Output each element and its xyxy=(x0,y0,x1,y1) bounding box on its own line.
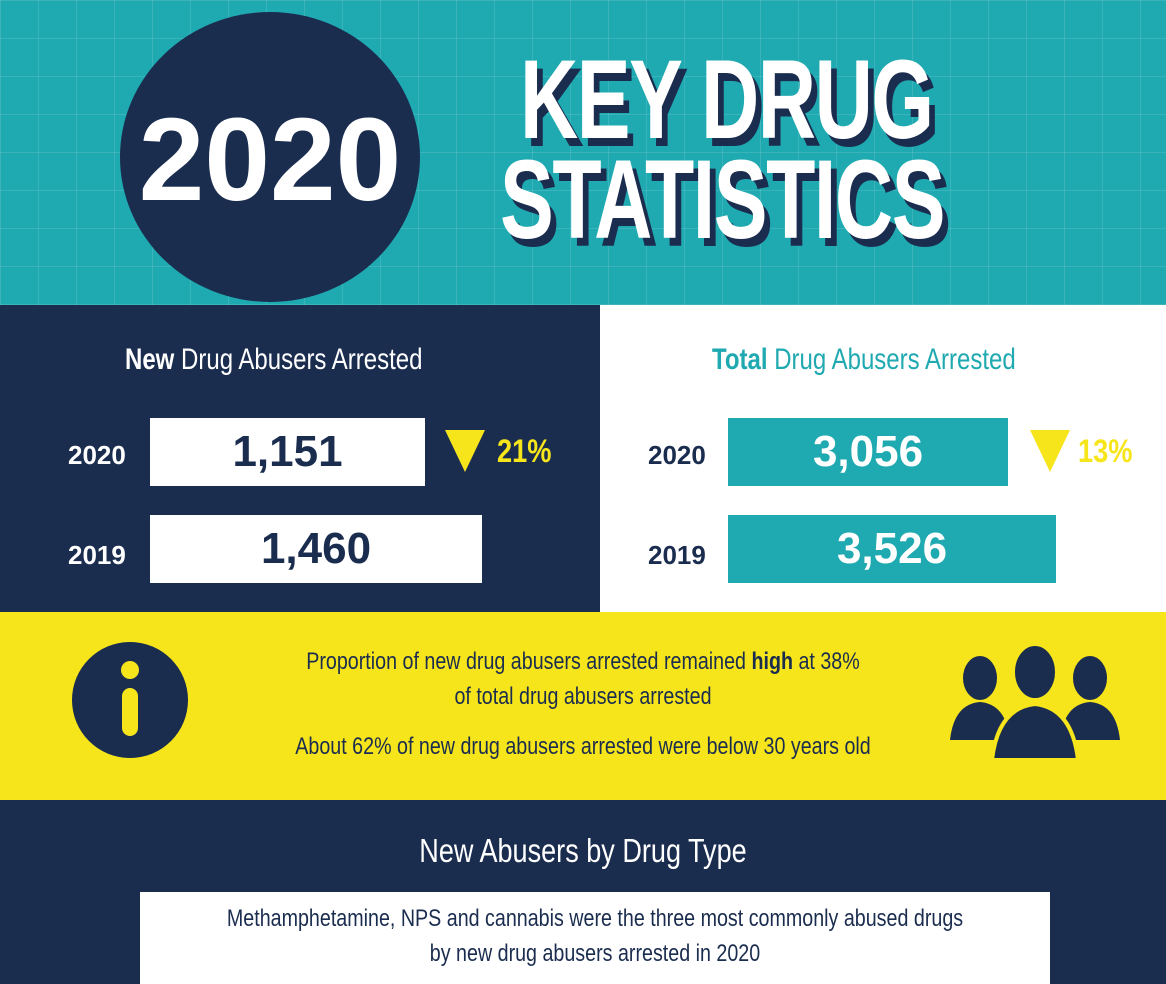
change: 21% xyxy=(497,433,552,469)
title-bold: Total xyxy=(712,343,768,376)
down-arrow xyxy=(1030,430,1070,472)
year-label: 2020 xyxy=(648,440,706,470)
value-bar: 3,056 xyxy=(728,418,1008,486)
title-bold: New xyxy=(125,343,175,376)
info-bold: high xyxy=(751,648,794,675)
note-text: Methamphetamine, NPS and cannabis were t… xyxy=(226,905,964,932)
change: 13% xyxy=(1078,433,1133,469)
year-label: 2019 xyxy=(648,540,706,570)
year-label: 2020 xyxy=(68,440,126,470)
section-title: New Abusers by Drug Type xyxy=(419,832,747,869)
note-box xyxy=(140,892,1050,984)
people-icon xyxy=(950,642,1120,760)
info-text: at 38% xyxy=(798,648,860,675)
header-title: STATISTICS xyxy=(500,137,945,262)
title-text: Drug Abusers Arrested xyxy=(181,343,423,376)
down-arrow xyxy=(445,430,485,472)
section-title: New Drug Abusers Arrested xyxy=(125,343,422,377)
year-label: 2019 xyxy=(68,540,126,570)
year-circle xyxy=(120,12,420,302)
value-bar: 3,526 xyxy=(728,515,1056,583)
header-year: 2020 xyxy=(138,94,402,226)
info-icon xyxy=(72,642,188,758)
value-bar: 1,151 xyxy=(150,418,425,486)
info-text: Proportion of new drug abusers arrested … xyxy=(255,648,911,676)
value-bar: 1,460 xyxy=(150,515,482,583)
title-text: Drug Abusers Arrested xyxy=(774,343,1016,376)
section-title: Total Drug Abusers Arrested xyxy=(712,343,1016,377)
info-text: of total drug abusers arrested xyxy=(454,683,712,710)
info-text: Proportion of new drug abusers arrested … xyxy=(306,648,747,675)
info-text: About 62% of new drug abusers arrested w… xyxy=(295,733,871,760)
header-title: KEY DRUG xyxy=(520,37,934,162)
note-text: by new drug abusers arrested in 2020 xyxy=(429,940,761,967)
